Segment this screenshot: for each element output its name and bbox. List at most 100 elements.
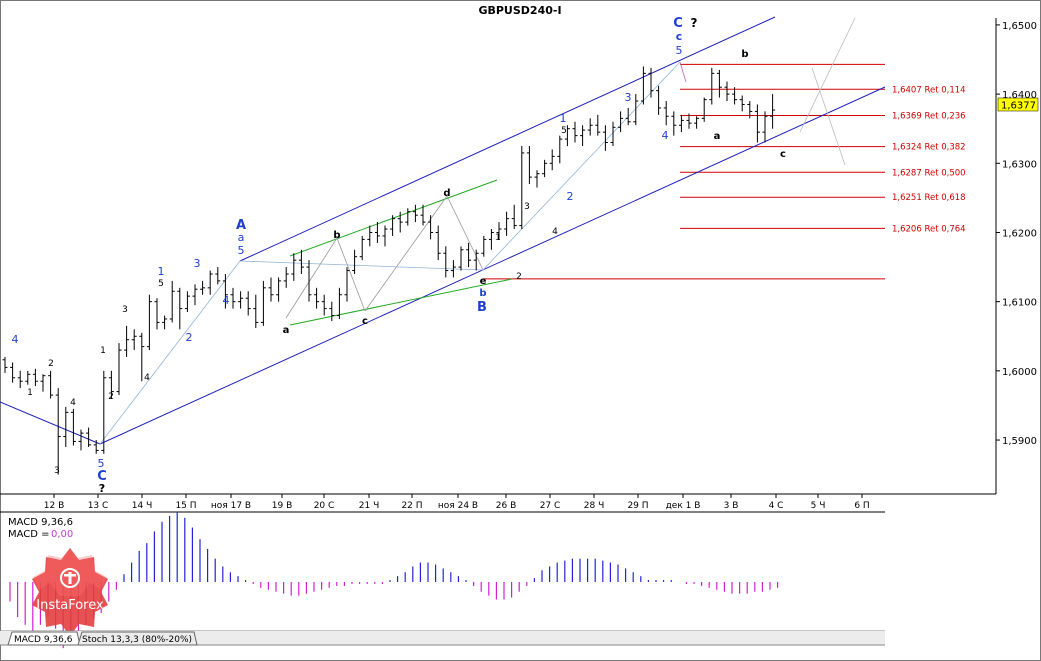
instaforex-logo-text: InstaForex	[36, 598, 104, 613]
price-tick-label: 1,6300	[1002, 159, 1037, 170]
time-tick-label: 26 В	[496, 501, 517, 511]
price-bar	[754, 104, 760, 143]
wave-label: c	[780, 149, 786, 160]
price-bar	[276, 277, 282, 302]
time-tick-label: 6 П	[854, 501, 869, 511]
price-bar	[412, 204, 418, 223]
channel-upper-line	[239, 16, 776, 262]
macd-value-label: MACD =	[8, 529, 50, 540]
price-bar	[701, 97, 707, 122]
price-tick-label: 1,6100	[1002, 298, 1037, 309]
price-bar	[253, 294, 259, 328]
price-bar	[291, 253, 297, 281]
price-bar	[580, 125, 586, 146]
time-tick-label: 15 П	[175, 501, 196, 511]
chart-title: GBPUSD240-I	[478, 4, 561, 17]
price-bar	[283, 267, 289, 288]
wave-label: 3	[625, 91, 632, 104]
price-bar	[770, 94, 776, 129]
fibo-level-label: 1,6324 Ret 0,382	[892, 143, 966, 153]
price-tick-label: 1,6200	[1002, 228, 1037, 239]
current-price-badge	[997, 97, 1039, 112]
wave-marker-magenta	[679, 61, 687, 83]
wave-label: 2	[516, 272, 522, 282]
time-tick-label: ноя 17 В	[211, 501, 251, 511]
price-bar	[321, 294, 327, 316]
wave-label: c	[362, 316, 368, 327]
price-bar	[557, 135, 563, 164]
tab-macd-label[interactable]: MACD 9,36,6	[14, 635, 73, 645]
triangle-wave-segment	[285, 237, 338, 319]
price-bar	[694, 116, 700, 129]
wave-label: ?	[691, 16, 698, 30]
wave-label: 1	[27, 388, 33, 398]
wave-label: ?	[99, 482, 105, 495]
price-bar	[329, 301, 335, 322]
instaforex-logo: InstaForex	[32, 548, 108, 636]
price-bar	[678, 114, 684, 133]
triangle-upper-line	[289, 179, 498, 257]
macd-value: 0,00	[51, 529, 73, 540]
price-bar	[762, 111, 768, 143]
price-tick-label: 1,6500	[1002, 21, 1037, 32]
wave-label: d	[443, 188, 450, 199]
price-bar	[420, 204, 426, 226]
price-bar	[245, 291, 251, 316]
fibo-level-label: 1,6251 Ret 0,618	[892, 193, 966, 203]
price-bar	[656, 85, 662, 115]
wave-label: 4	[662, 129, 669, 142]
price-bar	[519, 145, 525, 230]
price-bar	[435, 225, 441, 261]
tab-stoch-label[interactable]: Stoch 13,3,3 (80%-20%)	[82, 635, 192, 645]
fibo-level-label: 1,6407 Ret 0,114	[892, 85, 966, 95]
wave-label: e	[480, 276, 487, 287]
wave-label: A	[236, 218, 246, 233]
wave-label: c	[676, 30, 683, 43]
wave-label: B	[477, 300, 487, 315]
wave-label: 3	[524, 202, 530, 212]
price-bar	[526, 145, 532, 185]
channel-lower-line	[99, 86, 886, 445]
wave-label: a	[714, 131, 721, 142]
price-tick-label: 1,6000	[1002, 367, 1037, 378]
wave-label: 4	[12, 333, 19, 346]
price-bar	[344, 267, 350, 302]
wave-label: 2	[48, 359, 54, 369]
price-bar	[466, 242, 472, 268]
wave-label: 3	[54, 466, 60, 476]
time-tick-label: 19 В	[272, 501, 293, 511]
price-bar	[40, 374, 46, 392]
price-bar	[549, 149, 555, 171]
price-bar	[625, 107, 631, 126]
time-tick-label: 4 С	[769, 501, 784, 511]
prior-trend-line	[0, 401, 101, 445]
price-bar	[146, 294, 152, 351]
wave-label: 5	[561, 126, 567, 136]
tab-stoch[interactable]: Stoch 13,3,3 (80%-20%)	[77, 631, 198, 646]
price-bar	[663, 101, 669, 126]
price-bar	[116, 343, 122, 396]
price-bar	[587, 118, 593, 136]
wave-label: 1	[560, 112, 567, 125]
price-bar	[177, 287, 183, 330]
price-bar	[428, 215, 434, 240]
wave-label: 1	[158, 265, 165, 278]
wave-label: 1	[100, 346, 106, 356]
price-bar	[298, 249, 304, 274]
price-bar	[716, 69, 722, 98]
wave-label: 4	[144, 373, 150, 383]
price-axis: 1,6500 1,6400 1,6300 1,6200 1,6100 1,6000 1,59…	[996, 21, 1037, 447]
price-bar	[93, 440, 99, 454]
projection-line-down	[811, 67, 846, 166]
tab-macd[interactable]: MACD 9,36,6	[7, 631, 81, 646]
price-bar	[595, 114, 601, 136]
wave-label: a	[283, 325, 290, 336]
wave-label: b	[479, 288, 486, 299]
price-bar	[374, 222, 380, 243]
time-tick-label: 13 С	[88, 501, 109, 511]
price-bar	[230, 287, 236, 309]
price-bar	[162, 315, 168, 330]
price-bar	[200, 280, 206, 295]
price-bar	[63, 406, 69, 447]
